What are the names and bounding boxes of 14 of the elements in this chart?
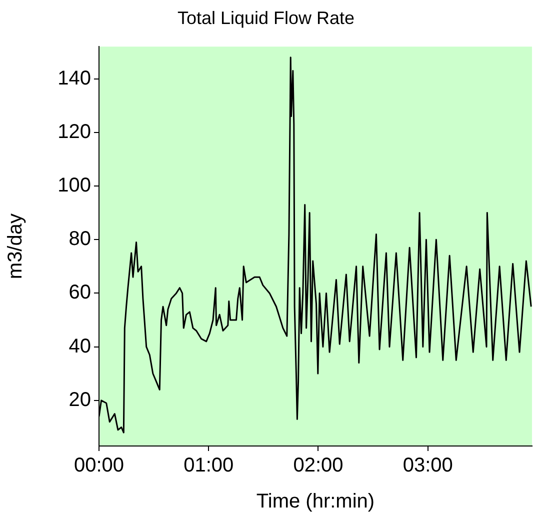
x-tick-label: 03:00 [402, 454, 453, 477]
y-tick-label: 120 [58, 120, 91, 143]
y-tick-label: 60 [68, 282, 91, 304]
y-tick-label: 80 [68, 228, 91, 250]
x-tick-label: 02:00 [293, 454, 344, 477]
y-tick-label: 140 [58, 67, 91, 90]
x-tick-label: 00:00 [74, 454, 124, 477]
y-tick-label: 100 [58, 174, 91, 197]
x-axis-title: Time (hr:min) [256, 490, 375, 513]
y-axis-title: m3/day [4, 214, 27, 280]
y-tick-label: 20 [68, 388, 91, 411]
y-tick-label: 40 [68, 335, 91, 358]
chart-title: Total Liquid Flow Rate [177, 8, 355, 28]
x-tick-label: 01:00 [184, 454, 234, 477]
